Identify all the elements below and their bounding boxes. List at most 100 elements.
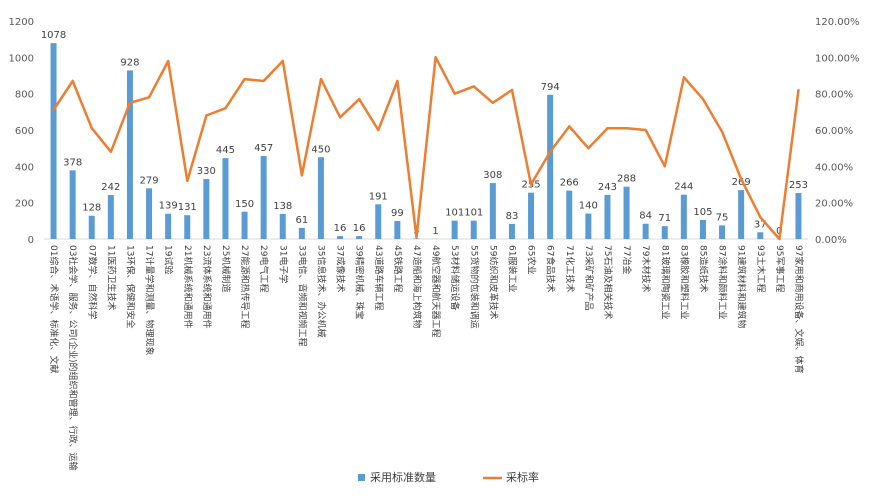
rate-line bbox=[52, 56, 800, 241]
right-tick-label: 120.00% bbox=[815, 17, 860, 28]
category-label: 75石油及相关技术 bbox=[602, 245, 614, 319]
category-label: 35信息技术、办公机械 bbox=[315, 245, 327, 337]
line-point bbox=[319, 77, 323, 81]
bar bbox=[642, 223, 649, 239]
bar bbox=[260, 155, 267, 239]
category-label: 95军事工程 bbox=[774, 245, 786, 292]
category-label: 23流体系统和通用件 bbox=[201, 245, 213, 328]
bar-data-label: 1 bbox=[432, 226, 438, 237]
bar-data-label: 378 bbox=[63, 157, 82, 168]
bar bbox=[757, 232, 764, 239]
bar-data-label: 139 bbox=[159, 201, 178, 212]
bar bbox=[719, 225, 726, 239]
left-y-axis: 0 200 400 600 800 1000 1200 bbox=[9, 17, 34, 246]
bar bbox=[222, 158, 229, 239]
bar bbox=[126, 70, 133, 239]
bar-data-label: 445 bbox=[216, 145, 235, 156]
bar bbox=[298, 227, 305, 239]
bar-data-label: 266 bbox=[560, 178, 579, 189]
bar bbox=[184, 215, 191, 239]
bar-data-label: 105 bbox=[693, 207, 712, 218]
line-point bbox=[300, 174, 304, 177]
bar-data-label: 330 bbox=[197, 166, 216, 177]
line-point bbox=[644, 128, 647, 132]
bar bbox=[795, 193, 802, 239]
bar-data-label: 244 bbox=[674, 182, 693, 193]
category-label: 67食品技术 bbox=[545, 245, 557, 292]
bar bbox=[165, 213, 172, 239]
line-point bbox=[205, 114, 208, 117]
bar-data-label: 37 bbox=[754, 219, 767, 230]
category-label: 31电子学 bbox=[277, 245, 289, 283]
legend-line-label: 采标率 bbox=[506, 470, 539, 484]
category-label: 81玻璃和陶瓷工业 bbox=[659, 245, 671, 319]
right-tick-label: 100.00% bbox=[815, 53, 860, 64]
bar-data-label: 150 bbox=[235, 199, 254, 210]
category-label: 13环保、保健和安全 bbox=[124, 245, 136, 328]
bar bbox=[623, 186, 630, 239]
bar bbox=[738, 190, 745, 239]
category-axis-labels: 01综合、术语学、标准化、文献 03社会学、服务、公司(企业)的组织和管理、行政、… bbox=[48, 245, 805, 470]
line-point bbox=[147, 96, 151, 99]
bar-data-label: 101 bbox=[445, 208, 464, 219]
bar-data-label: 279 bbox=[140, 175, 159, 186]
left-tick-label: 1000 bbox=[9, 53, 34, 64]
category-label: 17计量学和测量、物理现象 bbox=[144, 245, 156, 355]
bar-data-label: 242 bbox=[101, 182, 120, 193]
category-label: 61服装工业 bbox=[506, 245, 518, 292]
line-point bbox=[548, 150, 552, 153]
bar-data-label: 99 bbox=[391, 208, 404, 219]
right-y-axis: 0.00% 20.00% 40.00% 60.00% 80.00% 100.00% 120.… bbox=[815, 17, 860, 246]
bar bbox=[279, 213, 286, 239]
left-tick-label: 200 bbox=[15, 199, 34, 210]
bar-data-label: 138 bbox=[273, 201, 292, 212]
category-label: 97家用和商用设备、文娱、体育 bbox=[793, 245, 805, 373]
left-tick-label: 800 bbox=[15, 90, 34, 101]
left-tick-label: 600 bbox=[15, 126, 34, 137]
category-label: 37成像技术 bbox=[335, 245, 347, 292]
bar bbox=[566, 190, 573, 239]
right-tick-label: 20.00% bbox=[815, 199, 853, 210]
line-point bbox=[606, 126, 609, 130]
line-point bbox=[71, 79, 74, 83]
line-point bbox=[587, 146, 590, 150]
category-label: 39精密机械、珠宝 bbox=[354, 245, 366, 319]
bar-series bbox=[50, 43, 802, 240]
bar-data-label: 61 bbox=[295, 215, 308, 226]
line-point bbox=[720, 130, 724, 134]
category-label: 53材料储运设备 bbox=[449, 245, 461, 310]
bar bbox=[680, 194, 687, 239]
legend-bar-label: 采用标准数量 bbox=[370, 470, 436, 484]
bar bbox=[489, 183, 496, 239]
bar-data-label: 83 bbox=[506, 211, 519, 222]
bar-data-label: 1078 bbox=[41, 30, 66, 41]
line-point bbox=[52, 108, 55, 112]
bar bbox=[604, 194, 611, 239]
line-point bbox=[224, 107, 227, 110]
bar bbox=[69, 170, 76, 239]
bar-data-label: 269 bbox=[732, 177, 751, 188]
category-label: 79木材技术 bbox=[640, 245, 652, 292]
bar bbox=[88, 215, 95, 239]
line-point bbox=[434, 56, 437, 59]
line-point bbox=[166, 59, 170, 63]
category-label: 47造船和海上构筑物 bbox=[411, 245, 423, 328]
bar bbox=[528, 192, 535, 239]
right-tick-label: 80.00% bbox=[815, 90, 853, 101]
category-label: 59纺织和皮革技术 bbox=[487, 245, 499, 319]
line-series bbox=[52, 56, 800, 241]
left-tick-label: 400 bbox=[15, 162, 34, 173]
bar-data-label: 140 bbox=[579, 201, 598, 212]
bar-data-label: 288 bbox=[617, 174, 636, 185]
line-point bbox=[701, 97, 705, 101]
line-point bbox=[377, 128, 380, 132]
bar bbox=[413, 238, 420, 239]
bar bbox=[337, 236, 344, 239]
category-label: 07数学、自然科学 bbox=[86, 245, 98, 319]
bar bbox=[146, 188, 153, 239]
bar bbox=[451, 220, 458, 239]
line-point bbox=[568, 125, 571, 128]
